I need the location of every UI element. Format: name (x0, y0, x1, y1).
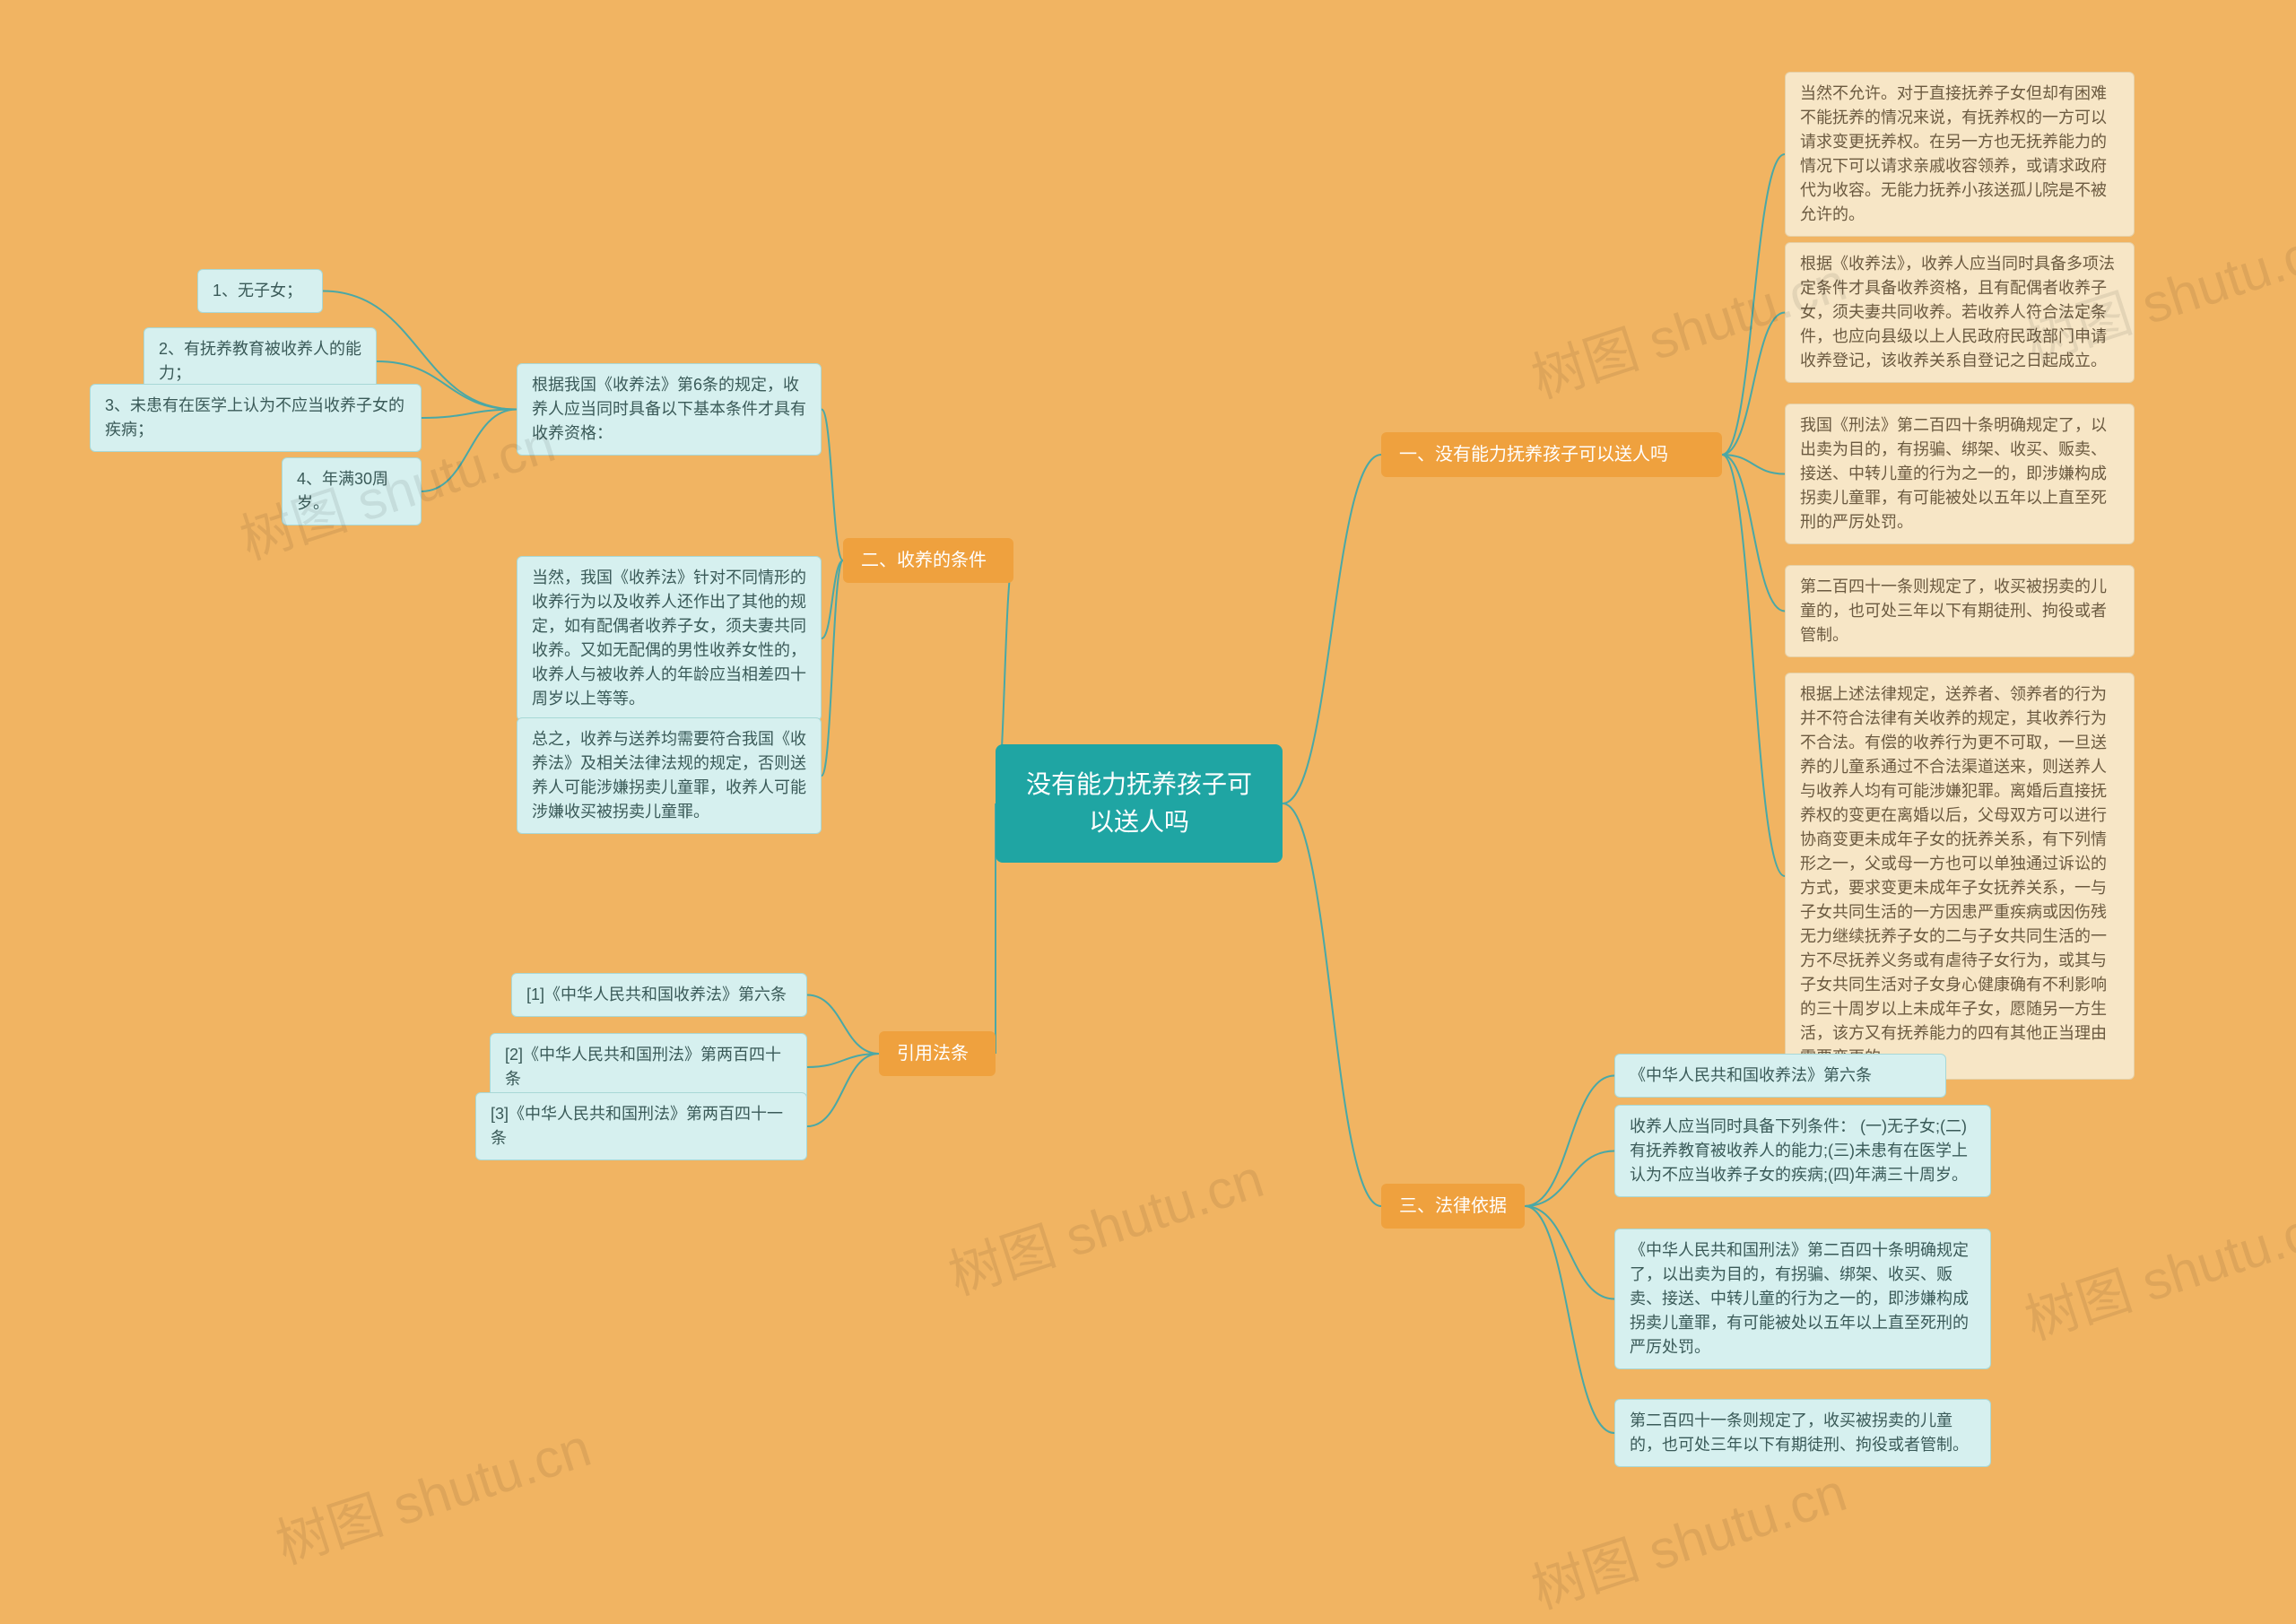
b3-leaf-3: 《中华人民共和国刑法》第二百四十条明确规定了，以出卖为目的，有拐骗、绑架、收买、… (1614, 1229, 1991, 1369)
b2-head: 根据我国《收养法》第6条的规定，收养人应当同时具备以下基本条件才具有收养资格： (517, 363, 822, 456)
b1-leaf-1: 当然不允许。对于直接抚养子女但却有困难不能抚养的情况来说，有抚养权的一方可以请求… (1785, 72, 2135, 237)
b2-extra-1-text: 当然，我国《收养法》针对不同情形的收养行为以及收养人还作出了其他的规定，如有配偶… (532, 569, 806, 708)
b4-leaf-3: [3]《中华人民共和国刑法》第两百四十一条 (475, 1092, 807, 1160)
b2-extra-1: 当然，我国《收养法》针对不同情形的收养行为以及收养人还作出了其他的规定，如有配偶… (517, 556, 822, 721)
b4-leaf-2-text: [2]《中华人民共和国刑法》第两百四十条 (505, 1046, 781, 1088)
b2-extra-2: 总之，收养与送养均需要符合我国《收养法》及相关法律法规的规定，否则送养人可能涉嫌… (517, 717, 822, 834)
b2-extra-2-text: 总之，收养与送养均需要符合我国《收养法》及相关法律法规的规定，否则送养人可能涉嫌… (532, 730, 806, 821)
b2-sub-4-text: 4、年满30周岁。 (297, 470, 388, 512)
b2-sub-4: 4、年满30周岁。 (282, 457, 422, 525)
branch-2-label: 二、收养的条件 (861, 551, 987, 570)
b3-leaf-3-text: 《中华人民共和国刑法》第二百四十条明确规定了，以出卖为目的，有拐骗、绑架、收买、… (1630, 1241, 1969, 1356)
b3-leaf-1: 《中华人民共和国收养法》第六条 (1614, 1054, 1946, 1098)
b3-leaf-1-text: 《中华人民共和国收养法》第六条 (1630, 1066, 1872, 1084)
b4-leaf-2: [2]《中华人民共和国刑法》第两百四十条 (490, 1033, 807, 1101)
branch-3: 三、法律依据 (1381, 1184, 1525, 1229)
b3-leaf-2: 收养人应当同时具备下列条件： (一)无子女;(二)有抚养教育被收养人的能力;(三… (1614, 1105, 1991, 1197)
root-node: 没有能力抚养孩子可以送人吗 (996, 744, 1283, 863)
b1-leaf-3-text: 我国《刑法》第二百四十条明确规定了，以出卖为目的，有拐骗、绑架、收买、贩卖、接送… (1800, 416, 2107, 531)
branch-2: 二、收养的条件 (843, 538, 1013, 583)
b1-leaf-2-text: 根据《收养法》，收养人应当同时具备多项法定条件才具备收养资格，且有配偶者收养子女… (1800, 255, 2115, 369)
b4-leaf-1: [1]《中华人民共和国收养法》第六条 (511, 973, 807, 1017)
b1-leaf-1-text: 当然不允许。对于直接抚养子女但却有困难不能抚养的情况来说，有抚养权的一方可以请求… (1800, 84, 2107, 223)
b1-leaf-4-text: 第二百四十一条则规定了，收买被拐卖的儿童的，也可处三年以下有期徒刑、拘役或者管制… (1800, 578, 2107, 644)
b1-leaf-5-text: 根据上述法律规定，送养者、领养者的行为并不符合法律有关收养的规定，其收养行为不合… (1800, 685, 2107, 1066)
b2-sub-1: 1、无子女； (197, 269, 323, 313)
branch-4-citations: 引用法条 (879, 1031, 996, 1076)
b4-leaf-3-text: [3]《中华人民共和国刑法》第两百四十一条 (491, 1105, 783, 1147)
watermark: 树图 shutu.cn (937, 1135, 1272, 1310)
branch-1: 一、没有能力抚养孩子可以送人吗 (1381, 432, 1722, 477)
root-label: 没有能力抚养孩子可以送人吗 (1026, 770, 1252, 836)
b1-leaf-5: 根据上述法律规定，送养者、领养者的行为并不符合法律有关收养的规定，其收养行为不合… (1785, 673, 2135, 1080)
b4-leaf-1-text: [1]《中华人民共和国收养法》第六条 (526, 986, 787, 1003)
b2-sub-3-text: 3、未患有在医学上认为不应当收养子女的疾病； (105, 396, 404, 439)
branch-4-label: 引用法条 (897, 1044, 969, 1064)
branch-3-label: 三、法律依据 (1399, 1196, 1507, 1216)
b3-leaf-2-text: 收养人应当同时具备下列条件： (一)无子女;(二)有抚养教育被收养人的能力;(三… (1630, 1117, 1968, 1184)
b2-sub-1-text: 1、无子女； (213, 282, 302, 300)
b2-sub-3: 3、未患有在医学上认为不应当收养子女的疾病； (90, 384, 422, 452)
b3-leaf-4-text: 第二百四十一条则规定了，收买被拐卖的儿童的，也可处三年以下有期徒刑、拘役或者管制… (1630, 1411, 1969, 1454)
b2-head-text: 根据我国《收养法》第6条的规定，收养人应当同时具备以下基本条件才具有收养资格： (532, 376, 806, 442)
b3-leaf-4: 第二百四十一条则规定了，收买被拐卖的儿童的，也可处三年以下有期徒刑、拘役或者管制… (1614, 1399, 1991, 1467)
b1-leaf-4: 第二百四十一条则规定了，收买被拐卖的儿童的，也可处三年以下有期徒刑、拘役或者管制… (1785, 565, 2135, 657)
b2-sub-2-text: 2、有抚养教育被收养人的能力； (159, 340, 361, 382)
b1-leaf-3: 我国《刑法》第二百四十条明确规定了，以出卖为目的，有拐骗、绑架、收买、贩卖、接送… (1785, 404, 2135, 544)
b1-leaf-2: 根据《收养法》，收养人应当同时具备多项法定条件才具备收养资格，且有配偶者收养子女… (1785, 242, 2135, 383)
watermark: 树图 shutu.cn (1520, 1449, 1855, 1624)
branch-1-label: 一、没有能力抚养孩子可以送人吗 (1399, 445, 1668, 465)
watermark: 树图 shutu.cn (265, 1404, 599, 1579)
watermark: 树图 shutu.cn (2013, 1180, 2296, 1355)
